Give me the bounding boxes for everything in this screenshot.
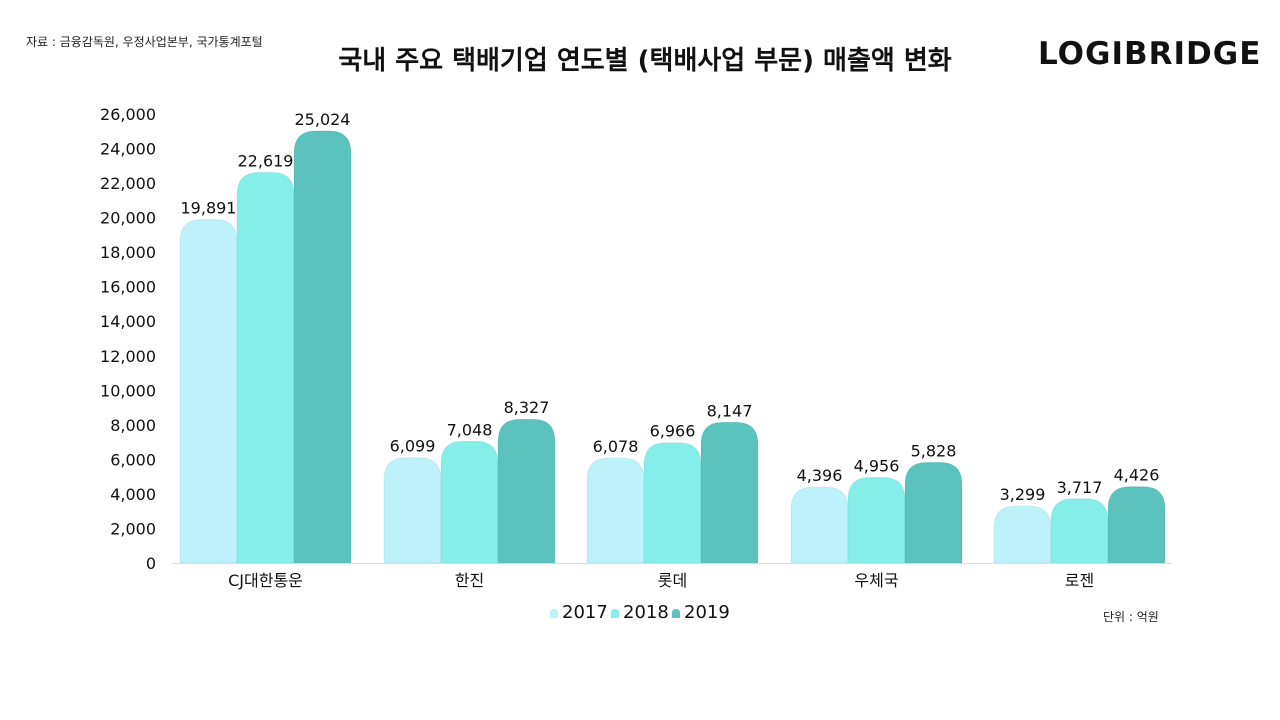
bar xyxy=(179,218,238,564)
y-tick-label: 6,000 xyxy=(110,450,156,469)
legend: 2017 2018 2019 xyxy=(550,602,730,623)
bar xyxy=(643,442,702,564)
chart-title: 국내 주요 택배기업 연도별 (택배사업 부문) 매출액 변화 xyxy=(338,46,952,76)
data-label: 22,619 xyxy=(238,151,294,170)
legend-label: 2017 xyxy=(562,602,608,623)
unit-note: 단위 : 억원 xyxy=(1103,610,1159,624)
legend-swatch xyxy=(550,609,558,618)
data-label: 6,078 xyxy=(593,437,639,456)
bar xyxy=(993,505,1052,564)
data-label: 3,717 xyxy=(1057,478,1103,497)
category-label: CJ대한통운 xyxy=(228,571,303,590)
legend-label: 2018 xyxy=(623,602,669,623)
y-axis: 0 2,000 4,000 6,000 8,000 10,000 12,000 14,000 1… xyxy=(100,105,156,573)
category-label: 한진 xyxy=(455,571,484,590)
data-label: 5,828 xyxy=(911,441,957,460)
y-tick-label: 2,000 xyxy=(110,519,156,538)
data-label: 8,147 xyxy=(707,401,753,420)
bar xyxy=(440,440,499,564)
bar xyxy=(497,418,556,564)
data-label: 8,327 xyxy=(504,398,550,417)
bar xyxy=(790,486,849,564)
data-label: 4,396 xyxy=(797,466,843,485)
category-label: 롯데 xyxy=(658,571,687,590)
y-tick-label: 26,000 xyxy=(100,105,156,124)
data-label: 25,024 xyxy=(295,110,351,129)
bar xyxy=(847,476,906,564)
y-tick-label: 18,000 xyxy=(100,243,156,262)
data-label: 6,966 xyxy=(650,422,696,441)
y-tick-label: 12,000 xyxy=(100,347,156,366)
y-tick-label: 10,000 xyxy=(100,381,156,400)
bar xyxy=(383,457,442,564)
bar xyxy=(1050,498,1109,564)
legend-swatch xyxy=(672,609,680,618)
y-tick-label: 24,000 xyxy=(100,140,156,159)
data-label: 19,891 xyxy=(181,198,237,217)
data-label: 7,048 xyxy=(447,420,493,439)
data-label: 4,956 xyxy=(854,456,900,475)
source-note: 자료 : 금융감독원, 우정사업본부, 국가통계포털 xyxy=(26,35,263,49)
category-label: 우체국 xyxy=(854,571,898,590)
y-tick-label: 14,000 xyxy=(100,312,156,331)
y-tick-label: 22,000 xyxy=(100,174,156,193)
bar xyxy=(586,457,645,564)
x-axis: CJ대한통운 한진 롯데 우체국 로젠 xyxy=(172,563,1172,590)
category-label: 로젠 xyxy=(1065,571,1094,590)
legend-label: 2019 xyxy=(684,602,730,623)
y-tick-label: 16,000 xyxy=(100,278,156,297)
y-tick-label: 8,000 xyxy=(110,416,156,435)
y-tick-label: 20,000 xyxy=(100,209,156,228)
legend-swatch xyxy=(611,609,619,618)
bar xyxy=(236,171,295,564)
data-label: 6,099 xyxy=(390,437,436,456)
data-label: 4,426 xyxy=(1114,466,1160,485)
brand-logo: LOGIBRIDGE xyxy=(1038,36,1262,72)
bar xyxy=(293,130,352,564)
bar xyxy=(1107,486,1166,564)
y-tick-label: 0 xyxy=(146,554,156,573)
bar xyxy=(700,421,759,564)
y-tick-label: 4,000 xyxy=(110,485,156,504)
data-label: 3,299 xyxy=(1000,485,1046,504)
bar xyxy=(904,461,963,564)
bars: 19,891 22,619 25,024 6,099 7,048 8,327 6,078 6,… xyxy=(179,110,1166,564)
